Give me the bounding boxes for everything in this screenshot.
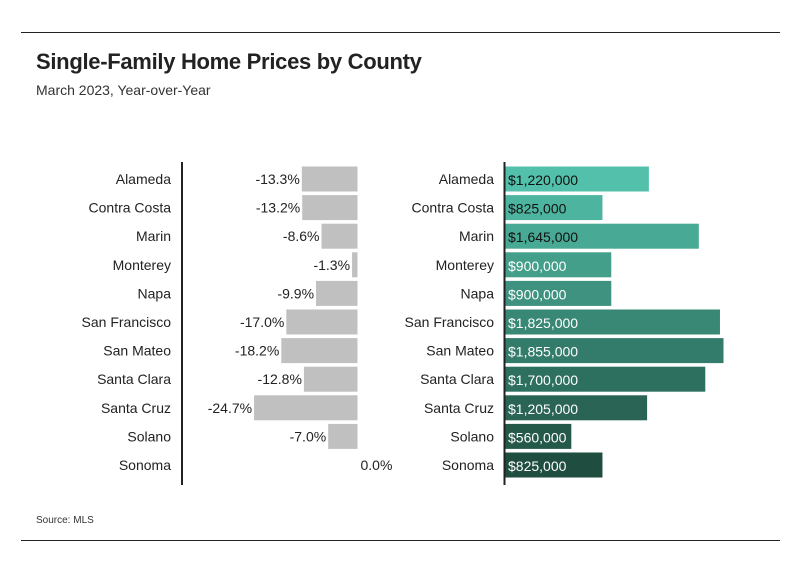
change-bar-monterey [352, 252, 358, 278]
chart-subtitle: March 2023, Year-over-Year [36, 82, 211, 98]
price-bar-sonoma [505, 452, 603, 478]
price-category-label-sonoma: Sonoma [442, 457, 494, 473]
price-bar-san-francisco [505, 309, 720, 335]
price-category-label-napa: Napa [461, 285, 495, 301]
price-category-label-santa-cruz: Santa Cruz [424, 400, 494, 416]
price-value-label-solano: $560,000 [508, 429, 567, 445]
top-rule [21, 32, 780, 33]
change-category-label-san-francisco: San Francisco [82, 314, 172, 330]
price-bar-solano [505, 423, 572, 449]
price-value-label-sonoma: $825,000 [508, 458, 567, 474]
change-value-label-contra-costa: -13.2% [256, 200, 300, 216]
change-bar-marin [321, 223, 358, 249]
price-category-label-alameda: Alameda [439, 171, 494, 187]
change-category-label-monterey: Monterey [113, 257, 171, 273]
price-value-label-contra-costa: $825,000 [508, 201, 567, 217]
price-value-label-santa-clara: $1,700,000 [508, 372, 578, 388]
price-value-label-alameda: $1,220,000 [508, 172, 578, 188]
price-category-label-santa-clara: Santa Clara [420, 371, 494, 387]
price-bar-san-mateo [505, 338, 724, 364]
source-note: Source: MLS [36, 515, 94, 526]
change-value-label-monterey: -1.3% [313, 257, 350, 273]
change-value-label-san-francisco: -17.0% [240, 314, 284, 330]
change-bar-santa-cruz [254, 395, 358, 421]
change-bar-san-mateo [281, 338, 358, 364]
change-value-label-napa: -9.9% [277, 285, 314, 301]
change-bar-san-francisco [286, 309, 358, 335]
change-category-label-marin: Marin [136, 228, 171, 244]
price-category-label-marin: Marin [459, 228, 494, 244]
price-category-label-san-francisco: San Francisco [405, 314, 495, 330]
change-value-label-sonoma: 0.0% [361, 457, 393, 473]
price-value-label-monterey: $900,000 [508, 258, 567, 274]
price-bar-santa-cruz [505, 395, 648, 421]
price-bar-santa-clara [505, 366, 706, 392]
change-value-label-san-mateo: -18.2% [235, 343, 279, 359]
chart-title: Single-Family Home Prices by County [36, 49, 422, 74]
price-category-label-monterey: Monterey [436, 257, 494, 273]
price-category-label-san-mateo: San Mateo [426, 343, 494, 359]
change-category-label-san-mateo: San Mateo [103, 343, 171, 359]
change-bar-solano [328, 423, 358, 449]
change-value-label-solano: -7.0% [290, 428, 327, 444]
price-bar-contra-costa [505, 195, 603, 221]
change-category-label-santa-cruz: Santa Cruz [101, 400, 171, 416]
change-bar-contra-costa [302, 195, 358, 221]
change-category-label-solano: Solano [127, 428, 171, 444]
price-category-label-solano: Solano [450, 428, 494, 444]
change-bar-napa [316, 280, 358, 306]
change-category-label-santa-clara: Santa Clara [97, 371, 171, 387]
change-category-label-napa: Napa [138, 285, 172, 301]
change-category-label-contra-costa: Contra Costa [89, 200, 172, 216]
price-value-label-san-mateo: $1,855,000 [508, 344, 578, 360]
price-bar-alameda [505, 166, 649, 192]
price-bar-napa [505, 280, 612, 306]
change-value-label-marin: -8.6% [283, 228, 320, 244]
change-category-label-sonoma: Sonoma [119, 457, 171, 473]
bottom-rule [21, 540, 780, 541]
price-value-label-santa-cruz: $1,205,000 [508, 401, 578, 417]
price-bar-marin [505, 223, 699, 249]
price-value-label-san-francisco: $1,825,000 [508, 315, 578, 331]
change-bar-santa-clara [303, 366, 358, 392]
change-bar-alameda [301, 166, 358, 192]
change-value-label-santa-clara: -12.8% [258, 371, 302, 387]
price-bar-monterey [505, 252, 612, 278]
change-category-label-alameda: Alameda [116, 171, 171, 187]
change-value-label-alameda: -13.3% [255, 171, 299, 187]
price-value-label-napa: $900,000 [508, 286, 567, 302]
price-category-label-contra-costa: Contra Costa [412, 200, 495, 216]
price-value-label-marin: $1,645,000 [508, 229, 578, 245]
change-value-label-santa-cruz: -24.7% [208, 400, 252, 416]
